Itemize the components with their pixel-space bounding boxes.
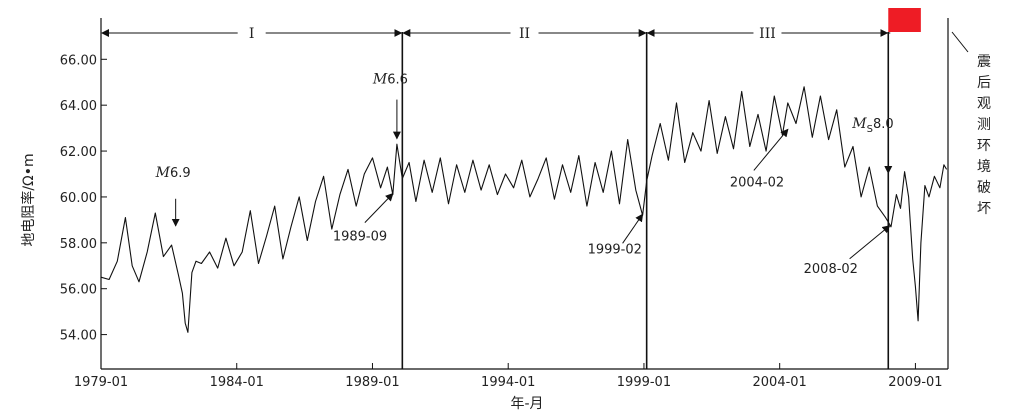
x-axis: 1979-01 1984-01 1989-01 1994-01 1999-01 2004-… [74,363,943,390]
y-tick-label: 60.00 [60,191,97,206]
y-tick-label: 58.00 [60,237,97,252]
annotation-label: M6.6 [372,72,408,88]
annotation: 2008-02 [804,225,891,277]
annotation: 2004-02 [730,128,789,190]
annotation-arrow [753,128,789,171]
side-label-char: 测 [977,117,991,133]
annotation-arrow [849,225,891,260]
period-label: III [759,26,776,42]
annotation-arrow [364,192,394,223]
annotation: MS8.0 [851,116,894,174]
side-label-leader [951,31,969,53]
annotation-arrow [622,213,644,244]
x-tick-label: 1984-01 [210,375,264,390]
annotation: M6.6 [372,72,408,140]
x-tick-label: 1994-01 [481,375,535,390]
x-tick-label: 1999-01 [617,375,671,390]
period-bands: I II III [101,26,891,42]
side-label-char: 破 [977,180,991,196]
y-tick-label: 56.00 [60,283,97,298]
side-label-char: 后 [977,75,991,91]
annotations: M6.9 M6.6 MS8.0 1989-09 1999-02 2004-02 2008-0… [155,72,894,277]
annotation: M6.9 [155,165,191,227]
y-tick-label: 62.00 [60,145,97,160]
x-axis-title: 年-月 [510,396,543,412]
y-axis: 54.00 56.00 58.00 60.00 62.00 64.00 66.00 [60,53,107,344]
side-label-char: 观 [977,96,991,112]
shaded-region [888,8,921,32]
annotation-label: MS8.0 [851,116,893,135]
annotation: 1999-02 [588,213,644,257]
y-tick-label: 66.00 [60,53,97,68]
y-axis-title: 地电阻率/Ω•m [20,153,37,246]
side-label-char: 震 [977,54,991,70]
x-tick-label: 1979-01 [74,375,128,390]
annotation-label: 1989-09 [333,230,387,245]
y-tick-label: 54.00 [60,329,97,344]
annotation-label: 1999-02 [588,242,642,257]
side-label-char: 坏 [977,201,991,217]
period-label: I [249,26,255,42]
x-tick-label: 2009-01 [888,375,942,390]
annotation: 1989-09 [333,192,394,245]
annotation-label: 2008-02 [804,262,858,277]
x-tick-label: 1989-01 [345,375,399,390]
resistivity-line [100,86,948,333]
x-tick-label: 2004-01 [753,375,807,390]
vertical-markers [401,32,890,369]
annotation-label: 2004-02 [730,175,784,190]
data-series [100,86,948,333]
y-tick-label: 64.00 [60,99,97,114]
annotation-label: M6.9 [155,165,191,181]
period-label: II [519,26,530,42]
side-label-char: 环 [977,138,991,154]
plot-frame [100,18,949,370]
side-label-char: 境 [977,159,991,175]
